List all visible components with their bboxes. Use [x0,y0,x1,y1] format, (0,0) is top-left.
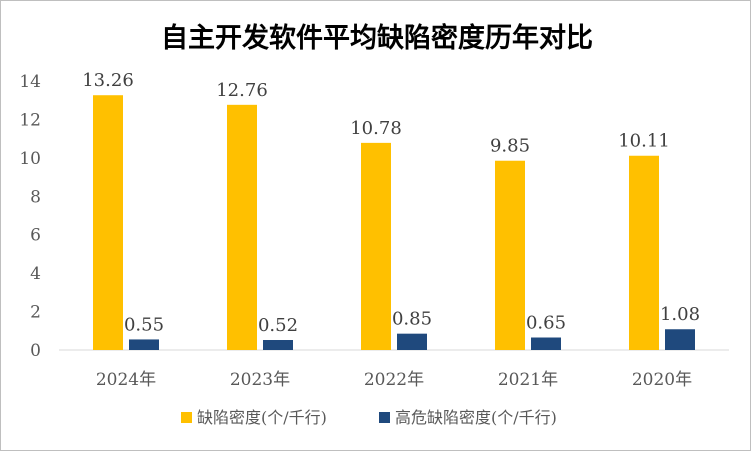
y-tick-label: 8 [30,187,41,207]
y-tick-label: 2 [30,303,41,323]
data-label: 0.55 [124,314,164,335]
data-label: 9.85 [490,136,530,157]
x-category-label: 2023年 [230,370,290,390]
data-label: 10.78 [350,118,402,139]
bar-defect-density [93,95,123,351]
y-tick-label: 4 [30,264,41,284]
x-category-label: 2020年 [632,370,692,390]
data-label: 13.26 [82,70,134,91]
bar-high-risk-density [263,340,293,350]
bar-defect-density [629,155,659,350]
bar-high-risk-density [129,339,159,350]
bar-high-risk-density [665,329,695,350]
y-tick-label: 6 [30,226,41,246]
y-tick-label: 12 [19,110,41,130]
y-axis: 0 2 4 6 8 10 12 14 [19,72,41,361]
data-label: 12.76 [216,80,268,101]
x-category-label: 2022年 [364,370,424,390]
bar-high-risk-density [531,337,561,350]
data-label: 0.65 [526,313,566,334]
y-tick-label: 10 [19,149,41,169]
legend-swatch [379,412,390,423]
chart-title: 自主开发软件平均缺陷密度历年对比 [161,22,593,54]
data-label: 0.52 [258,315,298,336]
bar-defect-density [495,160,525,350]
x-category-label: 2021年 [498,370,558,390]
x-axis: 2024年 2023年 2022年 2021年 2020年 [96,370,692,390]
legend: 缺陷密度(个/千行) 高危缺陷密度(个/千行) [181,408,557,427]
data-label: 10.11 [618,131,670,152]
bar-defect-density [227,104,257,350]
legend-label: 缺陷密度(个/千行) [197,408,327,427]
y-tick-label: 0 [30,341,41,361]
y-tick-label: 14 [19,72,41,92]
x-category-label: 2024年 [96,370,156,390]
legend-swatch [181,412,192,423]
data-label: 0.85 [392,309,432,330]
bar-high-risk-density [397,333,427,350]
bar-defect-density [361,142,391,350]
legend-label: 高危缺陷密度(个/千行) [395,408,557,427]
data-label: 1.08 [660,304,700,325]
bars: 13.26 0.55 12.76 0.52 10.78 0.85 9.85 0.65 10.11… [82,70,700,351]
